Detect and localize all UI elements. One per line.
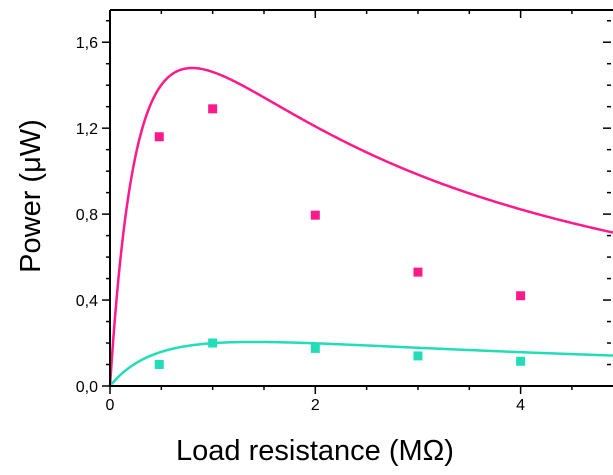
data-point-series-2 [310, 343, 320, 353]
data-point-series-1 [413, 267, 423, 277]
data-point-series-2 [208, 338, 218, 348]
x-tick-label: 0 [106, 397, 115, 414]
fit-curves [108, 66, 613, 387]
data-point-series-1 [516, 291, 526, 301]
axis-ticks: 0 2 4 0,0 0,4 0,8 1,2 1,6 [76, 10, 611, 414]
x-axis-title: Load resistance (MΩ) [176, 435, 454, 467]
fit-curve-2 [109, 340, 613, 387]
x-tick-label: 2 [311, 397, 320, 414]
y-tick-label: 0,4 [76, 293, 98, 310]
y-tick-label: 0,0 [76, 379, 98, 396]
data-point-series-2 [154, 360, 164, 370]
data-point-series-1 [310, 210, 320, 220]
data-point-series-2 [413, 351, 423, 361]
plot-axes [109, 9, 613, 387]
data-point-series-2 [516, 356, 526, 366]
y-tick-label: 0,8 [76, 207, 98, 224]
y-tick-label: 1,6 [76, 35, 98, 52]
data-points [154, 104, 526, 370]
x-tick-label: 4 [516, 397, 525, 414]
y-tick-label: 1,2 [76, 121, 98, 138]
data-point-series-1 [154, 132, 164, 142]
data-point-series-1 [208, 104, 218, 114]
fit-curve-1 [108, 66, 613, 387]
y-axis-title: Power (μW) [15, 119, 47, 273]
